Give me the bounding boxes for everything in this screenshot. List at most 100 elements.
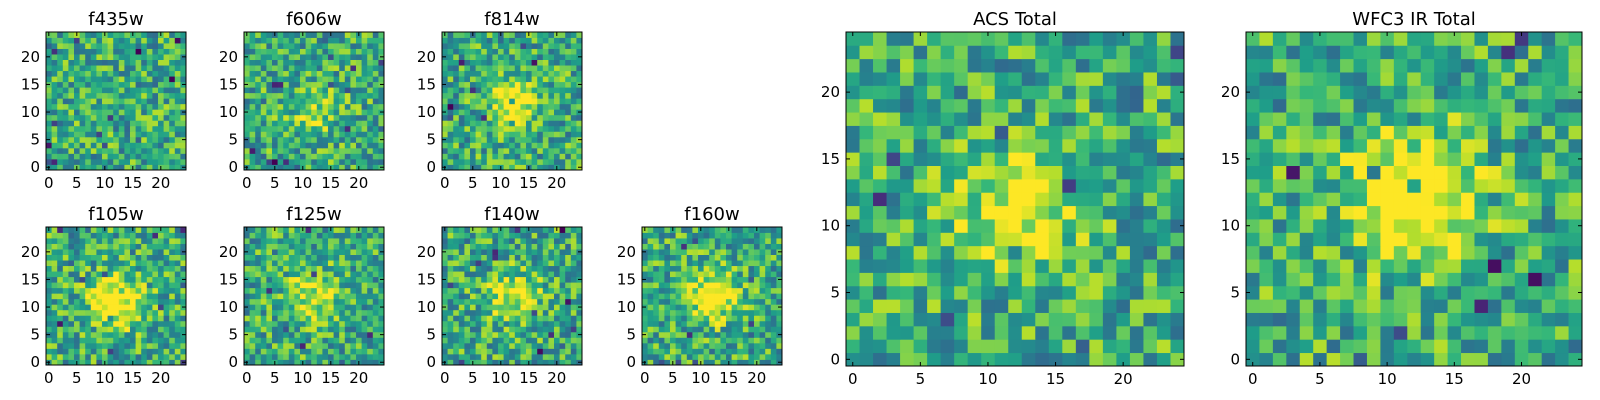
pixel-cell (135, 120, 142, 127)
pixel-cell (361, 359, 368, 366)
y-tick-label: 20 (21, 243, 40, 261)
pixel-cell (85, 131, 92, 138)
pixel-cell (135, 238, 142, 244)
pixel-cell (169, 92, 176, 99)
pixel-cell (475, 153, 482, 160)
pixel-cell (158, 92, 164, 99)
pixel-cell (447, 298, 454, 305)
pixel-cell (464, 337, 471, 344)
pixel-cell (62, 271, 69, 278)
y-tick-label: 10 (21, 298, 40, 316)
pixel-cell (520, 249, 527, 255)
pixel-cell (526, 48, 532, 55)
x-tick-label: 10 (95, 174, 114, 192)
pixel-cell (169, 298, 176, 305)
pixel-cell (1089, 312, 1104, 327)
pixel-cell (288, 315, 295, 322)
pixel-cell (1035, 339, 1050, 354)
pixel-cell (244, 315, 250, 322)
pixel-cell (62, 287, 69, 294)
pixel-cell (913, 339, 928, 354)
pixel-cell (141, 59, 148, 66)
pixel-cell (509, 287, 516, 294)
pixel-cell (152, 353, 159, 360)
pixel-cell (350, 43, 357, 49)
pixel-cell (260, 147, 267, 154)
pixel-cell (475, 76, 482, 83)
pixel-cell (135, 342, 142, 349)
pixel-cell (305, 43, 312, 49)
pixel-cell (703, 298, 710, 305)
pixel-cell (294, 109, 301, 116)
pixel-cell (1035, 325, 1050, 340)
pixel-cell (570, 287, 577, 294)
pixel-cell (244, 243, 250, 250)
pixel-cell (152, 37, 159, 44)
pixel-cell (102, 120, 108, 127)
pixel-cell (152, 320, 159, 327)
pixel-cell (576, 315, 583, 322)
pixel-cell (498, 353, 504, 360)
pixel-cell (169, 48, 176, 55)
pixel-cell (316, 92, 323, 99)
pixel-cell (967, 259, 982, 273)
pixel-cell (79, 98, 86, 105)
pixel-cell (470, 276, 476, 283)
pixel-cell (305, 158, 312, 165)
pixel-cell (107, 348, 114, 355)
pixel-cell (686, 326, 693, 333)
pixel-cell (570, 164, 577, 171)
x-tick-label: 15 (321, 174, 340, 192)
pixel-cell (124, 353, 131, 360)
pixel-cell (283, 298, 290, 305)
pixel-cell (141, 125, 148, 132)
pixel-cell (51, 109, 58, 116)
pixel-cell (158, 238, 164, 244)
pixel-cell (333, 353, 340, 360)
pixel-cell (244, 131, 250, 138)
pixel-cell (300, 114, 306, 121)
pixel-cell (305, 315, 312, 322)
pixel-cell (692, 249, 699, 255)
pixel-cell (316, 87, 323, 94)
pixel-cell (339, 114, 346, 121)
pixel-cell (130, 337, 136, 344)
pixel-cell (759, 304, 766, 311)
pixel-cell (1156, 299, 1171, 313)
pixel-cell (514, 158, 521, 165)
pixel-cell (130, 282, 136, 289)
pixel-cell (339, 76, 346, 83)
pixel-cell (709, 243, 716, 250)
pixel-cell (152, 249, 159, 255)
pixel-cell (492, 249, 499, 255)
pixel-cell (372, 32, 379, 38)
pixel-cell (576, 59, 583, 66)
pixel-cell (367, 260, 374, 267)
pixel-cell (1129, 178, 1144, 193)
pixel-cell (288, 32, 295, 38)
pixel-cell (709, 287, 716, 294)
pixel-cell (559, 59, 566, 66)
y-tick-label: 15 (417, 270, 436, 288)
pixel-cell (283, 76, 290, 83)
pixel-cell (658, 249, 665, 255)
pixel-cell (548, 136, 555, 143)
pixel-cell (57, 164, 64, 171)
pixel-cell (940, 285, 955, 300)
pixel-cell (46, 103, 52, 110)
pixel-cell (339, 98, 346, 105)
pixel-cell (542, 353, 549, 360)
pixel-cell (475, 87, 482, 94)
pixel-cell (322, 81, 329, 88)
pixel-cell (503, 353, 510, 360)
pixel-cell (642, 315, 648, 322)
pixel-cell (260, 243, 267, 250)
pixel-cell (940, 272, 955, 287)
pixel-cell (927, 259, 942, 273)
pixel-cell (328, 238, 334, 244)
pixel-cell (322, 293, 329, 300)
pixel-cell (709, 304, 716, 311)
pixel-cell (339, 282, 346, 289)
pixel-cell (283, 54, 290, 60)
pixel-cell (90, 164, 97, 171)
